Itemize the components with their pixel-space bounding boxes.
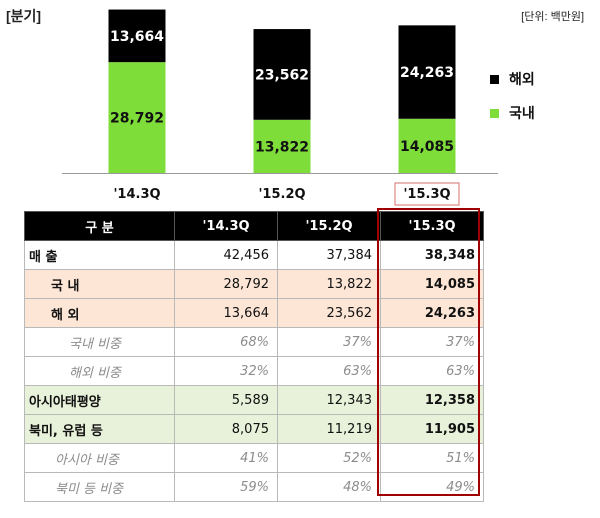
cell: 37,384 (277, 240, 381, 270)
cell: 23,562 (277, 298, 381, 328)
header-category: 구 분 (24, 211, 175, 241)
cell: 12,358 (380, 385, 484, 415)
header-15-2q: '15.2Q (277, 211, 381, 241)
unit-label: [단위: 백만원] (521, 11, 584, 23)
bar-domestic-0 (108, 62, 166, 173)
period-label: [분기] (6, 8, 42, 24)
bar-overseas-1 (253, 29, 311, 120)
cell: 28,792 (174, 269, 278, 299)
cell: 13,664 (174, 298, 278, 328)
data-label-overseas-1: 23,562 (255, 67, 309, 83)
row-label: 매 출 (24, 240, 175, 270)
row-overseas-share: 해외 비중 32% 63% 63% (24, 356, 484, 386)
cell: 42,456 (174, 240, 278, 270)
cell: 5,589 (174, 385, 278, 415)
legend-label-domestic: 국내 (509, 105, 535, 121)
cell: 38,348 (380, 240, 484, 270)
row-domestic-share: 국내 비중 68% 37% 37% (24, 327, 484, 357)
cell: 59% (174, 472, 278, 502)
cell: 37% (380, 327, 484, 357)
stacked-bar-chart: 28,792 13,664 '14.3Q 13,822 23,562 '15.2Q 14,0… (62, 9, 498, 206)
row-label: 국내 비중 (24, 327, 175, 357)
table-header-row: 구 분 '14.3Q '15.2Q '15.3Q (24, 211, 484, 241)
cell: 52% (277, 443, 381, 473)
row-label: 북미 등 비중 (24, 472, 175, 502)
legend-swatch-overseas (490, 74, 499, 84)
row-overseas: 해 외 13,664 23,562 24,263 (24, 298, 484, 328)
legend-swatch-domestic (490, 108, 499, 118)
cell: 12,343 (277, 385, 381, 415)
bar-overseas-0 (108, 9, 166, 63)
row-label: 해외 비중 (24, 356, 175, 386)
data-label-overseas-0: 13,664 (110, 29, 164, 45)
cell: 24,263 (380, 298, 484, 328)
cell: 63% (277, 356, 381, 386)
x-tick-label-2: '15.3Q (403, 187, 450, 202)
legend-item-overseas: 해외 (490, 68, 535, 90)
cell: 11,219 (277, 414, 381, 444)
data-label-overseas-2: 24,263 (400, 65, 454, 81)
cell: 41% (174, 443, 278, 473)
row-label: 국 내 (24, 269, 175, 299)
row-asia-pacific: 아시아태평양 5,589 12,343 12,358 (24, 385, 484, 415)
bar-domestic-2 (398, 118, 456, 173)
cell: 48% (277, 472, 381, 502)
cell: 37% (277, 327, 381, 357)
row-label: 해 외 (24, 298, 175, 328)
bar-domestic-1 (253, 119, 311, 173)
cell: 8,075 (174, 414, 278, 444)
x-tick-label-0: '14.3Q (113, 187, 160, 202)
cell: 68% (174, 327, 278, 357)
row-total-sales: 매 출 42,456 37,384 38,348 (24, 240, 484, 270)
cell: 14,085 (380, 269, 484, 299)
cell: 63% (380, 356, 484, 386)
row-north-america-share: 북미 등 비중 59% 48% 49% (24, 472, 484, 502)
cell: 11,905 (380, 414, 484, 444)
row-label: 아시아 비중 (24, 443, 175, 473)
chart-legend: 해외 국내 (490, 68, 535, 124)
legend-item-domestic: 국내 (490, 102, 535, 124)
row-asia-share: 아시아 비중 41% 52% 51% (24, 443, 484, 473)
row-label: 아시아태평양 (24, 385, 175, 415)
data-label-domestic-2: 14,085 (400, 139, 454, 155)
row-label: 북미, 유럽 등 (24, 414, 175, 444)
sales-table: 구 분 '14.3Q '15.2Q '15.3Q 매 출 42,456 37,3… (24, 211, 484, 502)
cell: 32% (174, 356, 278, 386)
header-14-3q: '14.3Q (174, 211, 278, 241)
x-tick-label-1: '15.2Q (258, 187, 305, 202)
data-label-domestic-1: 13,822 (255, 139, 309, 155)
row-domestic: 국 내 28,792 13,822 14,085 (24, 269, 484, 299)
row-north-america-europe: 북미, 유럽 등 8,075 11,219 11,905 (24, 414, 484, 444)
header-15-3q: '15.3Q (380, 211, 484, 241)
cell: 51% (380, 443, 484, 473)
cell: 49% (380, 472, 484, 502)
highlight-tick-box (394, 182, 460, 206)
data-label-domestic-0: 28,792 (110, 111, 164, 127)
bar-overseas-2 (398, 25, 456, 119)
cell: 13,822 (277, 269, 381, 299)
legend-label-overseas: 해외 (509, 71, 535, 87)
